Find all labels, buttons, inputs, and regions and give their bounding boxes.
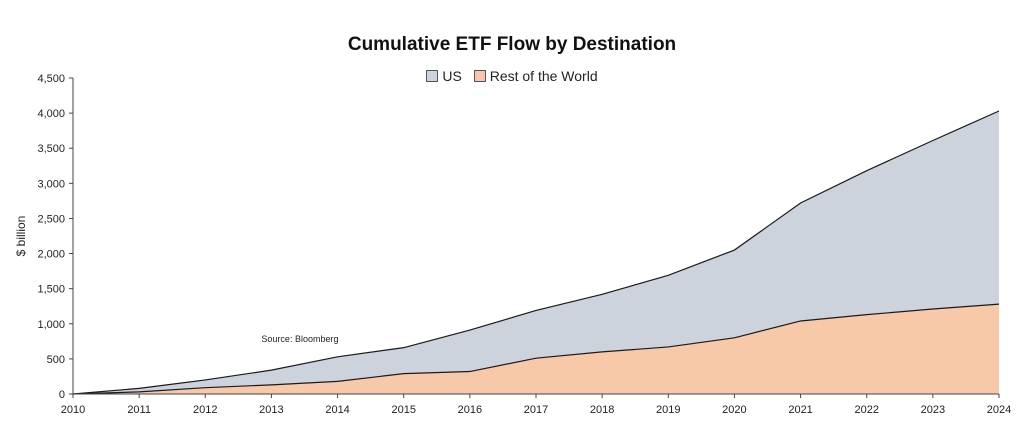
legend-label-us: US	[442, 68, 462, 84]
area-rest-of-the-world	[73, 304, 999, 394]
x-tick-label: 2021	[788, 404, 812, 416]
y-tick-label: 0	[59, 389, 65, 401]
chart-title: Cumulative ETF Flow by Destination	[347, 34, 677, 55]
x-tick-label: 2023	[921, 404, 945, 416]
line-us	[72, 110, 1000, 395]
x-tick-label: 2012	[193, 404, 217, 416]
legend-label-rest-of-world: Rest of the World	[489, 68, 598, 84]
x-tick-label: 2010	[61, 404, 85, 416]
area-us	[73, 111, 999, 394]
axes-layer	[69, 77, 1000, 398]
y-tick-label: 2,500	[37, 213, 65, 225]
legend-swatch-us	[426, 70, 439, 82]
area-layer	[73, 111, 999, 394]
x-tick-label: 2024	[987, 404, 1011, 416]
x-tick-label: 2011	[127, 404, 151, 416]
labels-layer: 0 500 1,000 1,500 2,000 2,500 3,000 3,500 4,000 4…	[14, 73, 1011, 416]
x-tick-label: 2019	[656, 404, 680, 416]
y-axis-label: $ billion	[14, 216, 28, 257]
legend-swatch-rest-of-world	[473, 70, 486, 82]
x-tick-label: 2015	[391, 404, 415, 416]
y-tick-label: 500	[47, 354, 65, 366]
legend-item-rest-of-world: Rest of the World	[473, 68, 598, 84]
source-annotation: Source: Bloomberg	[261, 334, 338, 344]
y-tick-label: 4,500	[37, 73, 65, 85]
y-tick-label: 3,000	[37, 178, 65, 190]
y-tick-label: 2,000	[37, 249, 65, 261]
x-tick-label: 2013	[259, 404, 283, 416]
x-tick-label: 2018	[590, 404, 614, 416]
x-tick-label: 2020	[722, 404, 746, 416]
y-tick-label: 4,000	[37, 108, 65, 120]
line-rest-of-the-world	[72, 303, 1000, 395]
y-tick-label: 1,500	[37, 284, 65, 296]
x-tick-label: 2016	[458, 404, 482, 416]
line-layer	[72, 110, 1000, 395]
y-tick-label: 3,500	[37, 143, 65, 155]
legend: US Rest of the World	[0, 68, 1024, 85]
legend-item-us: US	[426, 68, 462, 84]
x-tick-label: 2022	[854, 404, 878, 416]
y-tick-label: 1,000	[37, 319, 65, 331]
x-tick-label: 2014	[325, 404, 349, 416]
x-tick-label: 2017	[524, 404, 548, 416]
